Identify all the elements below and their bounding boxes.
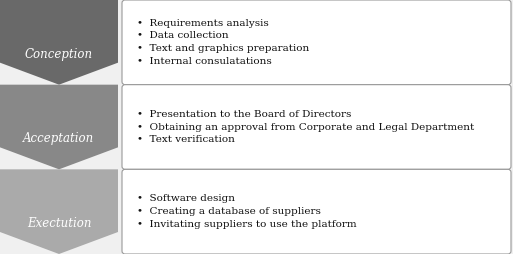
FancyBboxPatch shape [122, 169, 511, 254]
Text: •  Presentation to the Board of Directors
•  Obtaining an approval from Corporat: • Presentation to the Board of Directors… [137, 110, 474, 144]
FancyBboxPatch shape [122, 85, 511, 169]
Polygon shape [0, 0, 118, 85]
Polygon shape [0, 85, 118, 169]
Text: •  Requirements analysis
•  Data collection
•  Text and graphics preparation
•  : • Requirements analysis • Data collectio… [137, 19, 309, 66]
Polygon shape [0, 169, 118, 254]
Text: •  Software design
•  Creating a database of suppliers
•  Invitating suppliers t: • Software design • Creating a database … [137, 194, 357, 229]
Text: Acceptation: Acceptation [24, 132, 94, 145]
FancyBboxPatch shape [122, 0, 511, 85]
Text: Exectution: Exectution [27, 217, 91, 230]
Text: Conception: Conception [25, 48, 93, 61]
